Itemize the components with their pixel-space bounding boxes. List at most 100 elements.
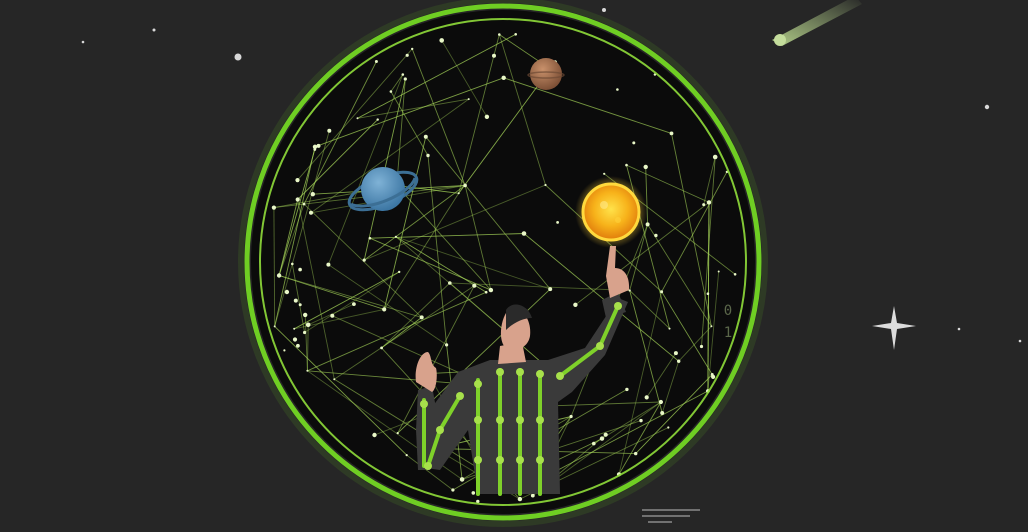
network-node	[517, 496, 523, 502]
comet-icon	[772, 0, 862, 46]
network-node	[305, 322, 311, 328]
network-link	[707, 271, 720, 392]
network-link	[635, 374, 713, 454]
network-node	[463, 183, 467, 188]
network-node	[372, 432, 377, 438]
network-node	[284, 289, 290, 295]
network-link	[395, 236, 551, 290]
network-node	[706, 292, 710, 296]
network-node	[403, 77, 407, 81]
network-link	[383, 193, 460, 310]
network-link	[503, 77, 672, 134]
network-node	[472, 283, 477, 288]
network-link	[306, 324, 309, 371]
network-node	[368, 236, 372, 240]
network-node	[632, 141, 636, 145]
network-node	[677, 359, 681, 363]
network-node	[628, 289, 631, 292]
network-link	[307, 291, 487, 372]
network-node	[296, 343, 300, 348]
network-node	[298, 303, 302, 307]
network-node	[673, 351, 678, 356]
network-link	[464, 185, 492, 291]
network-link	[278, 203, 305, 276]
network-link	[661, 361, 680, 414]
network-link	[498, 34, 546, 186]
side-digit: 0	[723, 303, 733, 319]
network-node	[530, 493, 535, 498]
network-node	[712, 154, 718, 160]
network-link	[334, 285, 475, 380]
network-link	[411, 48, 466, 186]
network-node	[702, 203, 706, 207]
network-link	[304, 314, 308, 371]
network-link	[703, 156, 716, 205]
network-node	[544, 183, 547, 187]
network-link	[327, 74, 404, 265]
network-node	[401, 73, 405, 76]
network-link	[364, 184, 546, 261]
brown-planet-icon	[527, 58, 565, 90]
sphere-body	[251, 10, 755, 514]
network-node	[573, 302, 578, 307]
network-link	[303, 61, 377, 205]
network-node	[382, 307, 387, 312]
network-node	[592, 441, 596, 446]
network-node	[302, 202, 306, 206]
network-link	[661, 171, 728, 292]
network-node	[293, 298, 298, 303]
bottom-dashes	[642, 509, 700, 523]
network-link	[293, 271, 400, 330]
network-link	[357, 33, 516, 119]
network-node	[548, 287, 553, 292]
network-node	[459, 477, 465, 482]
network-node	[492, 53, 496, 58]
network-node	[484, 114, 490, 120]
network-node	[645, 222, 650, 227]
network-node	[276, 273, 282, 278]
network-node	[303, 330, 307, 335]
network-node	[634, 451, 638, 456]
network-link	[427, 155, 448, 345]
network-link	[575, 202, 710, 306]
network-node	[471, 491, 476, 495]
network-link	[328, 264, 447, 346]
network-node	[710, 325, 713, 328]
network-node	[292, 337, 298, 342]
network-node	[488, 287, 494, 293]
network-node	[445, 343, 449, 347]
network-node	[639, 418, 643, 423]
network-link	[304, 271, 400, 333]
network-link	[661, 291, 713, 375]
network-link	[646, 352, 677, 398]
sun-icon	[575, 176, 647, 248]
network-link	[278, 275, 422, 318]
network-node	[376, 118, 379, 121]
network-node	[405, 53, 409, 57]
network-node	[398, 270, 401, 274]
network-link	[291, 263, 306, 333]
network-link	[363, 185, 466, 261]
network-node	[316, 143, 321, 148]
network-link	[396, 185, 492, 291]
network-link	[449, 282, 630, 291]
network-link	[278, 275, 385, 310]
network-node	[394, 235, 397, 238]
network-link	[707, 202, 710, 392]
network-node	[327, 128, 332, 133]
network-node	[352, 302, 356, 306]
network-link	[297, 119, 379, 200]
network-link	[274, 146, 316, 327]
network-node	[283, 349, 286, 352]
network-link	[334, 378, 485, 473]
network-node	[569, 414, 573, 419]
network-node	[603, 432, 608, 437]
network-link	[406, 454, 454, 491]
network-node	[306, 369, 309, 372]
network-node	[644, 395, 649, 400]
network-node	[733, 273, 737, 276]
network-link	[549, 390, 709, 475]
network-node	[654, 233, 658, 238]
network-node	[293, 327, 296, 330]
